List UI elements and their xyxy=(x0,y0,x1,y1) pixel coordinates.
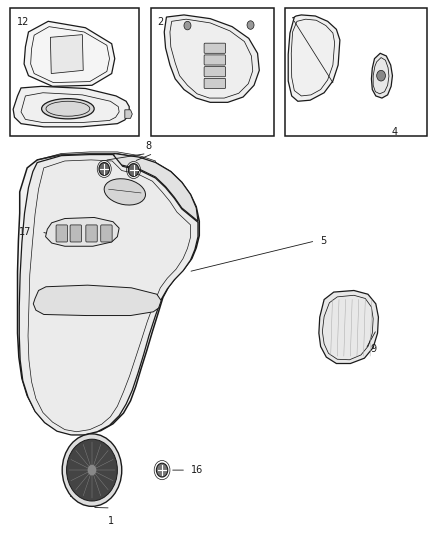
Circle shape xyxy=(99,163,110,175)
Ellipse shape xyxy=(42,99,94,119)
Polygon shape xyxy=(13,86,129,127)
Text: 1: 1 xyxy=(108,516,114,526)
Text: 16: 16 xyxy=(191,465,203,475)
Text: 17: 17 xyxy=(19,227,32,237)
FancyBboxPatch shape xyxy=(56,225,67,242)
Polygon shape xyxy=(288,15,340,101)
FancyBboxPatch shape xyxy=(70,225,81,242)
Polygon shape xyxy=(37,152,155,163)
Polygon shape xyxy=(24,21,115,86)
Text: 5: 5 xyxy=(320,236,326,246)
Polygon shape xyxy=(50,35,83,74)
FancyBboxPatch shape xyxy=(204,55,226,65)
Circle shape xyxy=(247,21,254,29)
Circle shape xyxy=(88,465,96,475)
FancyBboxPatch shape xyxy=(204,67,226,77)
Circle shape xyxy=(67,439,117,501)
Text: 10: 10 xyxy=(69,489,81,499)
Polygon shape xyxy=(371,53,392,98)
Circle shape xyxy=(184,21,191,30)
Polygon shape xyxy=(46,217,119,246)
Text: 12: 12 xyxy=(17,17,29,27)
FancyBboxPatch shape xyxy=(86,225,97,242)
Bar xyxy=(151,8,274,136)
Polygon shape xyxy=(164,15,259,102)
Polygon shape xyxy=(114,154,198,221)
Polygon shape xyxy=(19,155,198,435)
Text: 2: 2 xyxy=(158,17,164,27)
Text: 14: 14 xyxy=(291,17,304,27)
Circle shape xyxy=(377,70,385,81)
Polygon shape xyxy=(33,285,161,316)
Polygon shape xyxy=(319,290,378,364)
Bar xyxy=(10,8,139,136)
Text: 4: 4 xyxy=(392,127,398,137)
Circle shape xyxy=(62,434,122,506)
FancyBboxPatch shape xyxy=(204,43,226,53)
Polygon shape xyxy=(125,110,132,118)
Circle shape xyxy=(128,164,139,176)
FancyBboxPatch shape xyxy=(204,78,226,88)
Circle shape xyxy=(156,463,168,477)
Text: 8: 8 xyxy=(146,141,152,151)
Bar xyxy=(285,8,427,136)
Text: 9: 9 xyxy=(370,344,376,354)
Polygon shape xyxy=(18,154,199,434)
FancyBboxPatch shape xyxy=(101,225,112,242)
Ellipse shape xyxy=(104,179,145,205)
